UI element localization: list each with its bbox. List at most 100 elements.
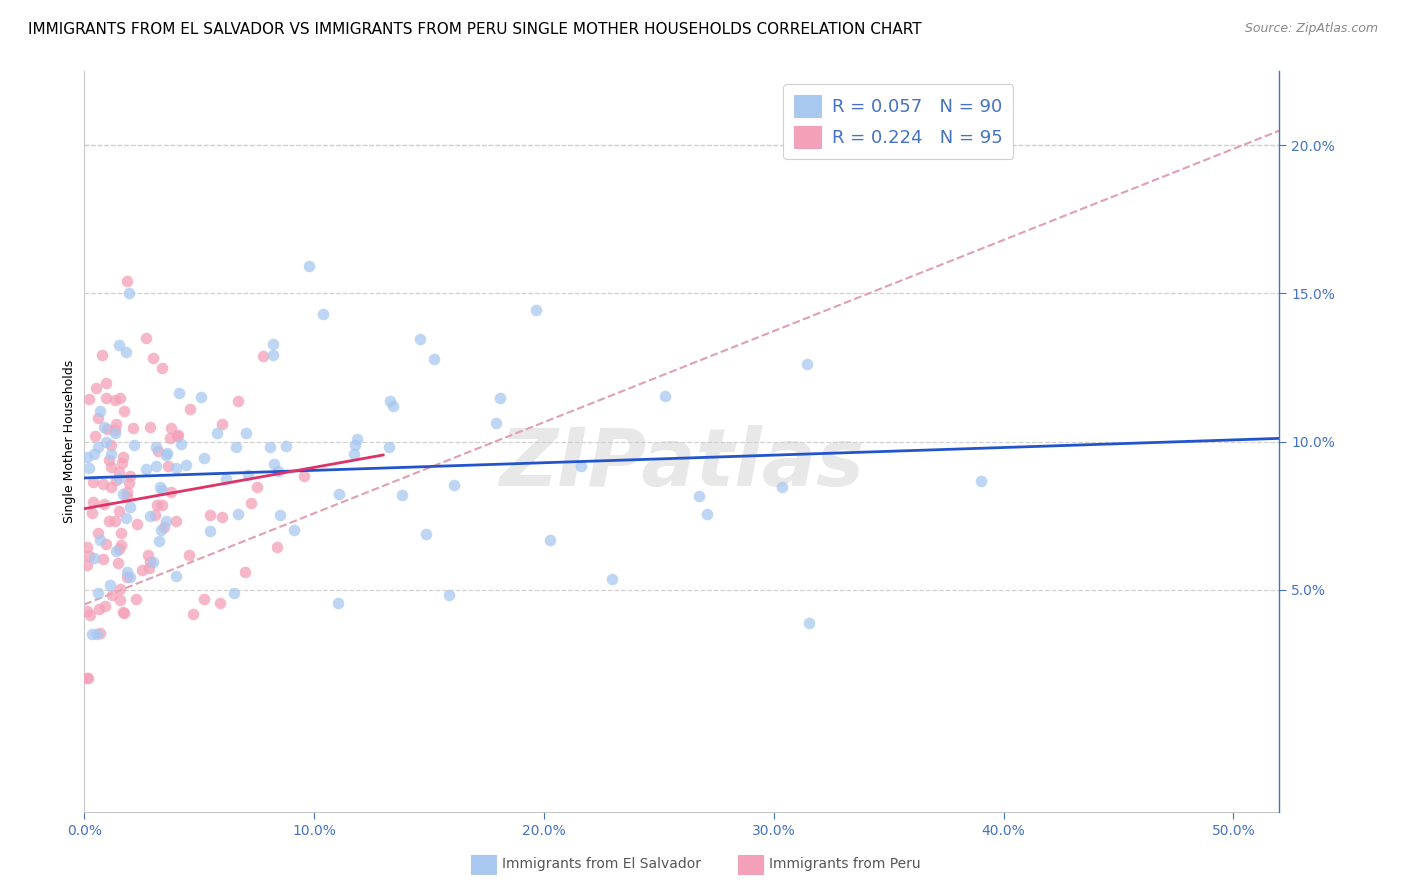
Point: [89, 602, 111, 616]
Point: [98, 514, 121, 528]
Point: [139, 508, 162, 523]
Point: [138, 561, 160, 575]
Point: [346, 433, 368, 447]
Point: [108, 392, 131, 406]
Point: [569, 458, 592, 473]
Point: [283, 523, 305, 537]
Point: [415, 527, 437, 541]
Point: [167, 427, 190, 442]
Point: [87, 410, 110, 425]
Point: [382, 399, 405, 413]
Point: [423, 352, 446, 367]
Point: [135, 331, 157, 345]
Point: [167, 386, 190, 401]
Point: [797, 615, 820, 630]
Point: [688, 489, 710, 503]
Point: [236, 467, 259, 482]
Point: [108, 471, 131, 485]
Point: [91, 551, 114, 566]
Point: [157, 459, 180, 474]
Point: [292, 469, 315, 483]
Point: [115, 510, 138, 524]
Point: [148, 480, 170, 494]
Point: [82, 475, 104, 490]
Point: [87, 585, 110, 599]
Point: [142, 555, 165, 569]
Point: [91, 477, 114, 491]
Point: [105, 417, 128, 431]
Point: [76, 558, 98, 572]
Point: [122, 420, 145, 434]
Point: [165, 461, 187, 475]
Point: [198, 508, 221, 523]
Point: [439, 588, 461, 602]
Point: [79, 608, 101, 623]
Point: [89, 403, 111, 417]
Point: [391, 488, 413, 502]
Point: [131, 563, 153, 577]
Point: [380, 394, 402, 409]
Point: [107, 556, 129, 570]
Point: [89, 625, 111, 640]
Point: [226, 393, 249, 408]
Point: [235, 425, 257, 440]
Point: [267, 464, 290, 478]
Point: [101, 588, 124, 602]
Point: [252, 349, 274, 363]
Point: [118, 286, 141, 301]
Point: [87, 440, 110, 454]
Point: [266, 540, 288, 554]
Point: [83, 447, 105, 461]
Point: [166, 429, 188, 443]
Point: [145, 508, 167, 522]
Point: [696, 507, 718, 521]
Point: [246, 480, 269, 494]
Point: [77, 549, 100, 563]
Point: [524, 303, 547, 318]
Point: [153, 520, 176, 534]
Point: [136, 548, 159, 562]
Point: [80, 627, 103, 641]
Point: [312, 307, 335, 321]
Point: [150, 498, 173, 512]
Text: Immigrants from El Salvador: Immigrants from El Salvador: [502, 857, 702, 871]
Point: [118, 475, 141, 490]
Point: [193, 451, 215, 466]
Point: [181, 607, 204, 621]
Text: Immigrants from Peru: Immigrants from Peru: [769, 857, 921, 871]
Point: [240, 496, 263, 510]
Point: [112, 606, 135, 620]
Point: [111, 456, 134, 470]
Point: [226, 507, 249, 521]
Point: [110, 525, 132, 540]
Point: [110, 538, 132, 552]
Point: [76, 604, 98, 618]
Point: [100, 459, 122, 474]
Point: [970, 474, 993, 488]
Point: [378, 440, 401, 454]
Point: [104, 544, 127, 558]
Point: [83, 550, 105, 565]
Point: [150, 483, 173, 497]
Point: [76, 450, 98, 464]
Point: [211, 417, 233, 432]
Point: [115, 274, 138, 288]
Point: [209, 596, 232, 610]
Point: [138, 419, 160, 434]
Point: [146, 499, 169, 513]
Point: [98, 577, 121, 591]
Point: [104, 514, 127, 528]
Point: [222, 586, 245, 600]
Point: [156, 446, 179, 460]
Point: [108, 338, 131, 352]
Point: [76, 672, 98, 686]
Point: [155, 514, 177, 528]
Text: IMMIGRANTS FROM EL SALVADOR VS IMMIGRANTS FROM PERU SINGLE MOTHER HOUSEHOLDS COR: IMMIGRANTS FROM EL SALVADOR VS IMMIGRANT…: [28, 22, 922, 37]
Point: [145, 440, 167, 454]
Point: [125, 591, 148, 606]
Point: [83, 428, 105, 442]
Text: Source: ZipAtlas.com: Source: ZipAtlas.com: [1244, 22, 1378, 36]
Point: [77, 461, 100, 475]
Point: [193, 592, 215, 607]
Point: [100, 438, 122, 452]
